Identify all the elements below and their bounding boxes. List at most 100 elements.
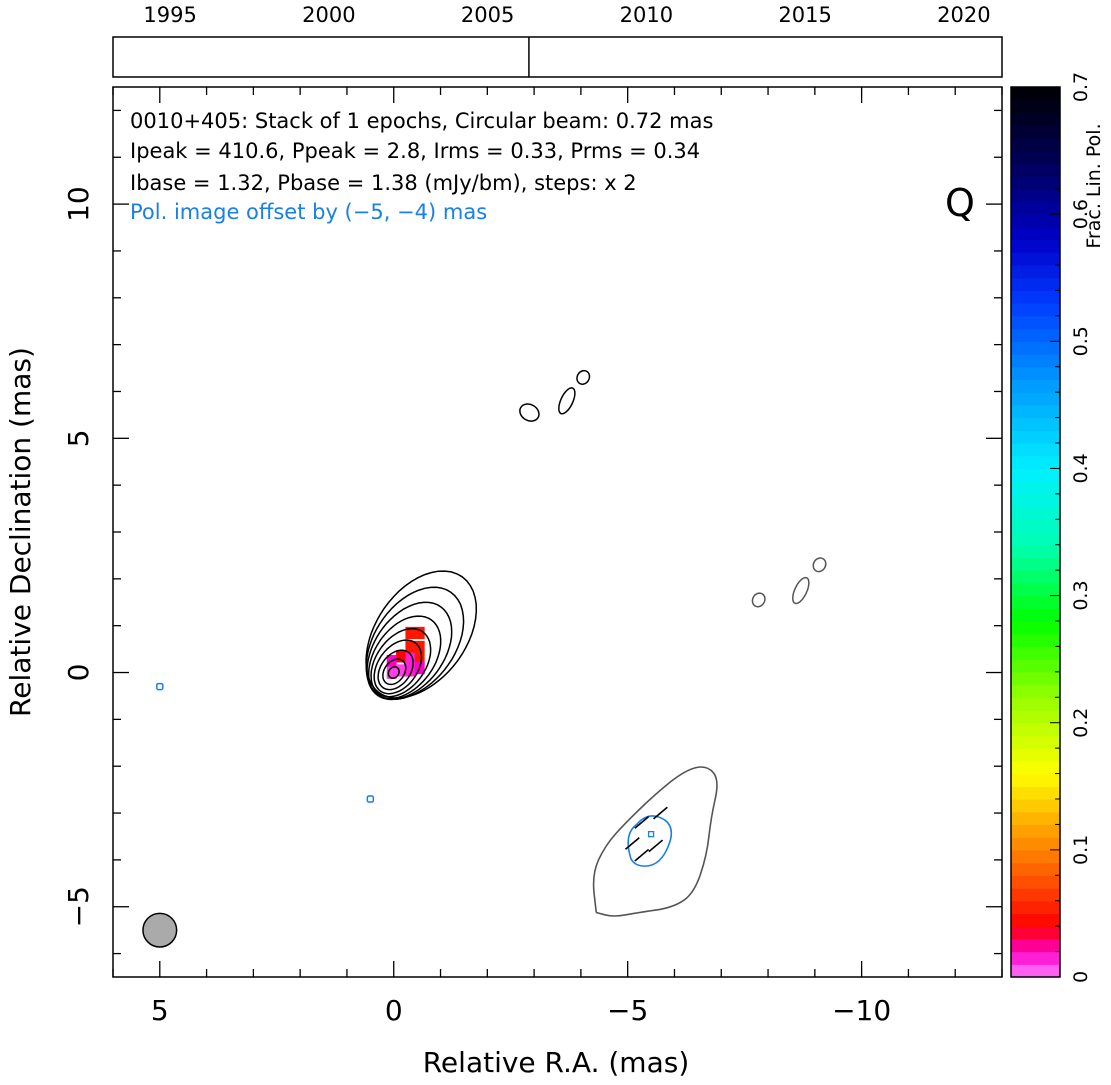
epoch-tick-label: 2010 — [620, 3, 673, 27]
colorbar-cell — [1011, 888, 1060, 902]
colorbar-cell — [1011, 163, 1060, 177]
band-label: Q — [945, 181, 975, 225]
y-tick-label: 10 — [62, 186, 95, 222]
colorbar-cell — [1011, 964, 1060, 978]
colorbar-cell — [1011, 710, 1060, 724]
stokes-i-contour — [365, 570, 478, 699]
beam-ellipse — [142, 912, 178, 948]
frac-pol-pixel — [414, 626, 425, 640]
evpa-tick — [648, 839, 664, 853]
colorbar-cell — [1011, 951, 1060, 965]
colorbar-cell — [1011, 277, 1060, 292]
colorbar-cell — [1011, 684, 1060, 698]
colorbar-cell — [1011, 862, 1060, 876]
colorbar-cell — [1011, 760, 1060, 775]
colorbar-cell — [1011, 633, 1060, 648]
colorbar-cell — [1011, 786, 1060, 800]
colorbar-cell — [1011, 570, 1060, 584]
colorbar-cell — [1011, 646, 1060, 660]
colorbar-tick-label: 0.3 — [1070, 580, 1092, 610]
pol-offset-island — [156, 682, 164, 691]
x-tick-label: −10 — [832, 994, 891, 1027]
x-tick-label: 5 — [151, 994, 169, 1027]
evpa-tick — [653, 806, 668, 820]
colorbar-cell — [1011, 315, 1060, 330]
colorbar-cell — [1011, 773, 1060, 787]
colorbar-tick-label: 0.7 — [1070, 72, 1092, 102]
colorbar-cell — [1011, 544, 1060, 559]
colorbar-cell — [1011, 252, 1060, 266]
colorbar-cell — [1011, 137, 1060, 152]
stokes-i-contour — [365, 586, 465, 700]
epoch-strip-frame — [112, 36, 1003, 78]
colorbar-cell — [1011, 722, 1060, 737]
colorbar-cell — [1011, 519, 1060, 533]
frac-pol-pixel — [405, 652, 416, 665]
colorbar-cell — [1011, 900, 1060, 915]
x-axis-label: Relative R.A. (mas) — [423, 1046, 690, 1079]
stokes-i-island — [576, 369, 591, 385]
colorbar-cell — [1011, 493, 1060, 508]
colorbar-cell — [1011, 913, 1060, 927]
colorbar-cell — [1011, 455, 1060, 470]
colorbar: 0 0.1 0.2 0.3 0.4 0.5 0.6 0.7 Frac. Lin. Pol. — [1010, 72, 1105, 983]
colorbar-tick-label: 0 — [1070, 971, 1092, 983]
colorbar-cell — [1011, 112, 1060, 126]
colorbar-tick-label: 0.4 — [1070, 453, 1092, 483]
colorbar-cell — [1011, 214, 1060, 228]
colorbar-cell — [1011, 443, 1060, 457]
colorbar-cell — [1011, 404, 1060, 419]
annotation-line-2: Ipeak = 410.6, Ppeak = 2.8, Irms = 0.33,… — [130, 139, 700, 163]
stokes-i-island — [792, 576, 810, 605]
colorbar-cell — [1011, 354, 1060, 368]
colorbar-cell — [1011, 265, 1060, 279]
colorbar-cell — [1011, 430, 1060, 444]
colorbar-cell — [1011, 697, 1060, 711]
colorbar-cell — [1011, 239, 1060, 253]
colorbar-cell — [1011, 824, 1060, 838]
stokes-i-contour — [377, 649, 414, 691]
pol-intensity-contour — [592, 766, 718, 917]
colorbar-cell — [1011, 506, 1060, 520]
colorbar-cell — [1011, 150, 1060, 164]
colorbar-cell — [1011, 328, 1060, 342]
colorbar-cell — [1011, 99, 1060, 114]
frac-pol-pixel — [396, 650, 406, 663]
epoch-tick-label: 1995 — [143, 3, 196, 27]
colorbar-cell — [1011, 417, 1060, 431]
epoch-tick-label: 2000 — [302, 3, 355, 27]
colorbar-tick-label: 0.6 — [1070, 199, 1092, 229]
image-panel: 5 0 −5 −10 −5 0 5 10 0010+405: Stack of 1 epoch… — [4, 86, 1003, 1079]
colorbar-cell — [1011, 366, 1060, 381]
epoch-tick-label: 2020 — [937, 3, 990, 27]
stokes-i-island — [812, 557, 827, 573]
colorbar-cell — [1011, 481, 1060, 495]
x-tick-label: 0 — [385, 994, 403, 1027]
frac-pol-pixel — [405, 664, 416, 677]
evpa-tick — [634, 816, 650, 829]
colorbar-cell — [1011, 735, 1060, 749]
colorbar-cell — [1011, 849, 1060, 864]
pol-offset-island — [366, 795, 375, 803]
colorbar-cell — [1011, 392, 1060, 406]
colorbar-cell — [1011, 938, 1060, 953]
y-tick-label: 0 — [62, 664, 95, 682]
colorbar-cell — [1011, 188, 1060, 203]
colorbar-cell — [1011, 837, 1060, 851]
colorbar-cell — [1011, 621, 1060, 635]
colorbar-cell — [1011, 125, 1060, 139]
colorbar-frame — [1010, 86, 1061, 978]
colorbar-tick-label: 0.1 — [1070, 835, 1092, 865]
colorbar-cell — [1011, 659, 1060, 673]
frac-pol-pixel — [405, 640, 416, 654]
colorbar-cell — [1011, 87, 1060, 101]
colorbar-cell — [1011, 379, 1060, 393]
colorbar-cell — [1011, 811, 1060, 826]
colorbar-cell — [1011, 595, 1060, 609]
stokes-i-contour — [366, 601, 453, 701]
colorbar-cell — [1011, 290, 1060, 304]
colorbar-cell — [1011, 226, 1060, 241]
y-axis-label: Relative Declination (mas) — [4, 347, 37, 717]
stokes-i-contour — [387, 666, 400, 679]
